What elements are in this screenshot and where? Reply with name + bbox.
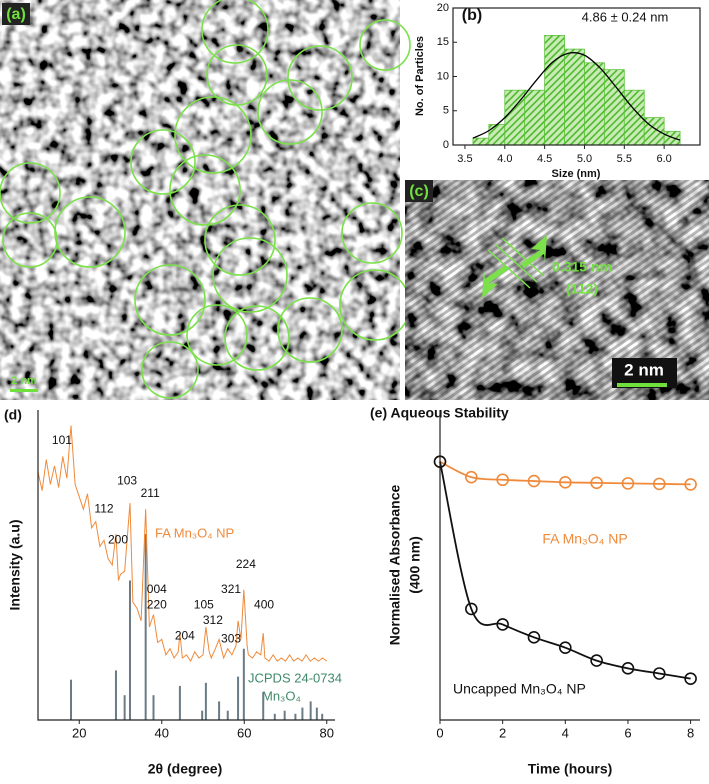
series-label: FA Mn₃O₄ NP xyxy=(542,531,627,547)
x-tick-label: 6.0 xyxy=(656,153,671,165)
y-tick-label: 5 xyxy=(443,105,449,117)
scale-bar-label: 2 nm xyxy=(11,375,37,387)
y-tick-label: 0 xyxy=(443,139,449,151)
peak-label: 211 xyxy=(141,486,160,500)
x-tick-label: 40 xyxy=(155,725,169,740)
peak-label: 004 xyxy=(147,582,167,596)
marker xyxy=(684,672,697,685)
marker xyxy=(527,631,541,644)
marker xyxy=(465,602,478,616)
y-axis-label: (400 nm) xyxy=(407,536,423,594)
x-axis-label: 2θ (degree) xyxy=(148,761,222,777)
series-label: FA Mn₃O₄ NP xyxy=(155,525,234,540)
x-tick-label: 8 xyxy=(687,725,694,740)
peak-label: 112 xyxy=(94,501,113,515)
marker xyxy=(465,470,478,484)
peak-label: 105 xyxy=(194,597,214,611)
plane-index: (112) xyxy=(566,281,598,297)
x-tick-label: 80 xyxy=(320,725,334,740)
peak-label: 200 xyxy=(108,532,128,546)
x-axis-label: Time (hours) xyxy=(528,761,613,777)
peak-label: 224 xyxy=(236,557,256,571)
bar xyxy=(472,137,490,146)
d-spacing: 0.315 nm xyxy=(552,259,612,275)
x-tick-label: 20 xyxy=(72,725,86,740)
marker xyxy=(559,476,572,489)
x-tick-label: 2 xyxy=(499,725,506,740)
peak-label: 101 xyxy=(52,433,72,447)
annotation: 4.86 ± 0.24 nm xyxy=(582,9,669,24)
marker xyxy=(590,654,603,667)
panel-label: (c) xyxy=(409,183,429,200)
bar xyxy=(603,69,625,146)
x-tick-label: 4.5 xyxy=(537,153,552,165)
bar xyxy=(584,62,605,146)
scale-bar xyxy=(617,383,667,387)
arrows xyxy=(482,235,547,298)
marker xyxy=(590,476,603,490)
x-tick-label: 0 xyxy=(436,725,443,740)
x-tick-label: 4 xyxy=(562,725,569,740)
x-axis-label: Size (nm) xyxy=(552,168,601,180)
panel-title: (b) xyxy=(462,7,482,24)
x-tick-label: 5.5 xyxy=(617,153,632,165)
label-bg xyxy=(2,3,30,25)
bar xyxy=(524,89,546,146)
marker xyxy=(652,477,666,491)
scale-bar-label: 2 nm xyxy=(624,360,664,379)
bar xyxy=(488,124,506,146)
panel-label: (a) xyxy=(6,6,26,23)
marker xyxy=(621,477,635,490)
series-line xyxy=(37,425,328,663)
series-line xyxy=(439,461,691,680)
y-axis-label: Intensity (a.u) xyxy=(7,519,23,610)
peak-label: 103 xyxy=(117,473,137,487)
axes xyxy=(37,410,335,721)
peak-label: 303 xyxy=(221,632,241,646)
marker xyxy=(496,473,509,487)
bar xyxy=(643,117,665,146)
bar xyxy=(564,48,585,146)
y-axis-label: No. of Particles xyxy=(414,36,426,116)
y-axis-label: Normalised Absorbance xyxy=(387,485,403,646)
scale-bar xyxy=(10,389,38,392)
reference-compound: Mn₃O₄ xyxy=(262,688,301,703)
panel-title: (d) xyxy=(4,407,22,423)
bar xyxy=(544,35,565,146)
label-bg xyxy=(405,180,433,202)
tem-image xyxy=(0,0,400,400)
marker xyxy=(559,641,572,654)
x-tick-label: 4.0 xyxy=(497,153,512,165)
series-label: Uncapped Mn₃O₄ NP xyxy=(453,681,586,697)
marker xyxy=(621,662,635,675)
peak-label: 321 xyxy=(221,582,241,596)
panel-c: 0.315 nm (112) 2 nm xyxy=(405,180,709,400)
x-tick-label: 6 xyxy=(624,725,631,740)
x-tick-label: 3.5 xyxy=(457,153,472,165)
series-line xyxy=(439,460,691,486)
fit-curve xyxy=(472,52,681,141)
y-tick-label: 20 xyxy=(437,2,449,14)
y-tick-label: 10 xyxy=(437,70,449,82)
marker xyxy=(652,667,666,680)
x-tick-label: 5.0 xyxy=(577,153,592,165)
marker xyxy=(496,618,509,631)
bar xyxy=(663,130,681,146)
marker xyxy=(527,474,541,488)
marker xyxy=(684,478,697,491)
peak-label: 220 xyxy=(147,597,167,611)
y-tick-label: 15 xyxy=(437,36,449,48)
peak-label: 400 xyxy=(254,597,274,611)
panel-a: (a) 2 nm xyxy=(0,0,411,400)
x-tick-label: 60 xyxy=(237,725,251,740)
reference-label: JCPDS 24-0734 xyxy=(248,670,342,685)
peak-label: 204 xyxy=(175,628,195,642)
peak-label: 312 xyxy=(203,613,223,627)
